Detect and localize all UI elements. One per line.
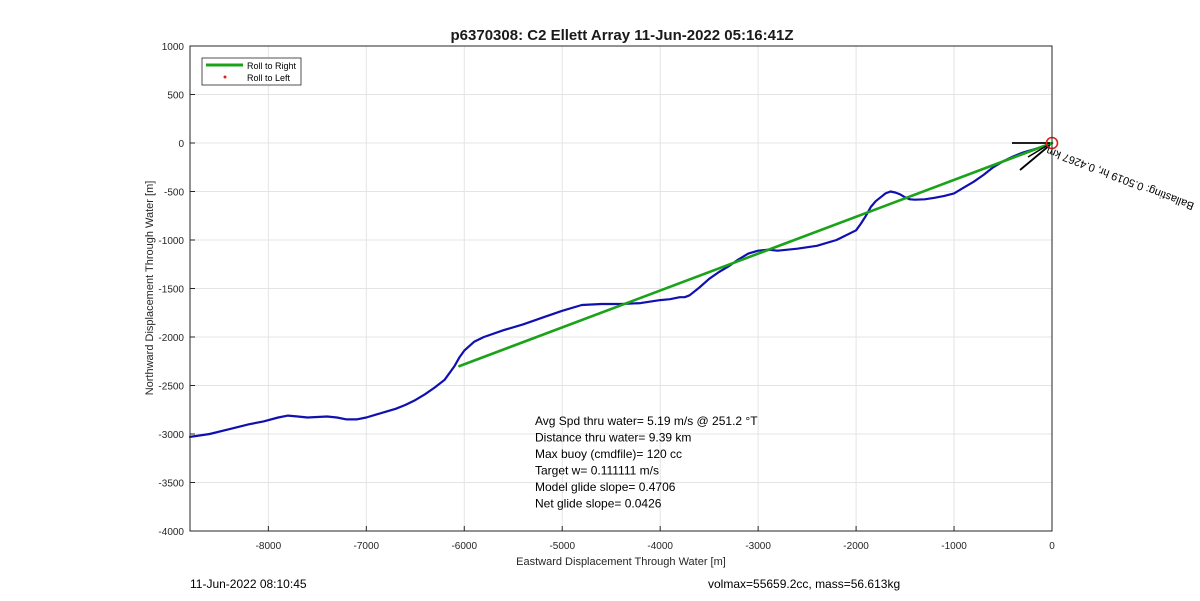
x-tick-label: -6000 — [451, 541, 477, 552]
y-tick-label: 0 — [178, 139, 184, 150]
y-tick-label: -4000 — [158, 527, 184, 538]
x-tick-label: -1000 — [941, 541, 967, 552]
legend-box — [201, 57, 302, 86]
x-tick-label: -5000 — [549, 541, 575, 552]
footer-volmax-mass: volmax=55659.2cc, mass=56.613kg — [708, 577, 901, 591]
plot-frame — [189, 45, 1053, 532]
x-tick-label: 0 — [1049, 541, 1055, 552]
y-tick-label: -2500 — [158, 382, 184, 393]
grid-lines — [190, 45, 1053, 532]
y-tick-label: -3500 — [158, 479, 184, 490]
stats-line: Distance thru water= 9.39 km — [535, 431, 691, 445]
x-tick-label: -8000 — [256, 541, 282, 552]
legend-swatch-roll-left — [223, 75, 227, 79]
roll-right-line — [458, 141, 1054, 368]
y-tick-label: -500 — [164, 188, 184, 199]
y-tick-label: 500 — [167, 91, 184, 102]
stats-line: Net glide slope= 0.0426 — [535, 497, 662, 511]
stats-line: Target w= 0.111111 m/s — [535, 464, 659, 478]
y-tick-label: -2000 — [158, 333, 184, 344]
x-tick-label: -7000 — [354, 541, 380, 552]
axis-ticks: -8000 -7000 -6000 -5000 -4000 -3000 -2000 -1000… — [158, 42, 1055, 552]
x-tick-label: -3000 — [745, 541, 771, 552]
chart-title: p6370308: C2 Ellett Array 11-Jun-2022 05… — [451, 27, 794, 44]
x-tick-label: -4000 — [647, 541, 673, 552]
y-tick-label: -3000 — [158, 430, 184, 441]
y-tick-label: 1000 — [162, 42, 185, 53]
ballast-rotated-label: Ballasting: 0.5019 hr, 0.4267 km — [1045, 144, 1196, 212]
vector-arrow-ne — [1019, 144, 1051, 171]
legend-label-roll-left: Roll to Left — [247, 73, 291, 83]
y-tick-label: -1500 — [158, 285, 184, 296]
y-tick-label: -1000 — [158, 236, 184, 247]
stats-line: Model glide slope= 0.4706 — [535, 480, 676, 494]
stats-annotations: Avg Spd thru water= 5.19 m/s @ 251.2 °T D… — [535, 414, 758, 511]
x-axis-label: Eastward Displacement Through Water [m] — [516, 556, 726, 568]
legend: Roll to Right Roll to Left — [201, 57, 302, 86]
legend-label-roll-right: Roll to Right — [247, 61, 297, 71]
stats-line: Avg Spd thru water= 5.19 m/s @ 251.2 °T — [535, 414, 758, 428]
y-axis-label: Northward Displacement Through Water [m] — [144, 181, 156, 396]
track-line — [188, 141, 1054, 438]
series-lines — [188, 141, 1054, 438]
vector-arrow-ne2 — [1027, 144, 1049, 158]
stats-line: Max buoy (cmdfile)= 120 cc — [535, 447, 682, 461]
footer-timestamp: 11-Jun-2022 08:10:45 — [190, 577, 307, 591]
x-tick-label: -2000 — [843, 541, 869, 552]
